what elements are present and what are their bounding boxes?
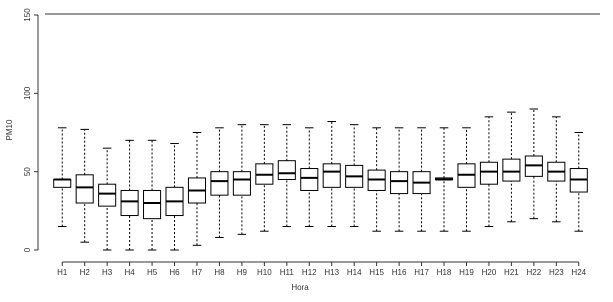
x-tick-label: H1 xyxy=(57,268,68,277)
box xyxy=(300,168,319,191)
x-tick-label: H24 xyxy=(571,268,586,277)
x-tick-label: H4 xyxy=(124,268,135,277)
x-tick-label: H6 xyxy=(169,268,180,277)
box xyxy=(210,171,229,196)
box xyxy=(98,183,117,207)
box xyxy=(143,189,162,220)
x-tick-label: H19 xyxy=(459,268,474,277)
y-tick-label: 100 xyxy=(23,86,32,100)
x-tick-label: H8 xyxy=(214,268,225,277)
box xyxy=(502,158,521,182)
box xyxy=(390,171,409,195)
x-tick-label: H17 xyxy=(414,268,429,277)
x-tick-label: H15 xyxy=(369,268,384,277)
y-tick-label: 150 xyxy=(23,8,32,22)
x-tick-label: H18 xyxy=(437,268,452,277)
x-tick-label: H23 xyxy=(549,268,564,277)
x-tick-label: H2 xyxy=(80,268,91,277)
x-tick-label: H5 xyxy=(147,268,158,277)
box xyxy=(322,163,341,188)
x-tick-label: H11 xyxy=(280,268,295,277)
box xyxy=(75,174,94,204)
box xyxy=(479,161,498,185)
x-tick-label: H12 xyxy=(302,268,317,277)
box xyxy=(277,160,296,180)
x-tick-label: H9 xyxy=(237,268,248,277)
y-axis-label: PM10 xyxy=(5,119,14,140)
x-tick-label: H10 xyxy=(257,268,272,277)
x-axis-label: Hora xyxy=(291,283,309,292)
x-tick-label: H22 xyxy=(527,268,542,277)
y-tick-label: 50 xyxy=(23,167,32,176)
box xyxy=(120,189,139,217)
y-tick-label: 0 xyxy=(23,247,32,252)
x-tick-label: H20 xyxy=(482,268,497,277)
x-tick-label: H3 xyxy=(102,268,113,277)
x-tick-label: H16 xyxy=(392,268,407,277)
box xyxy=(53,179,72,188)
box xyxy=(232,171,251,196)
x-tick-label: H14 xyxy=(347,268,362,277)
x-tick-label: H13 xyxy=(324,268,339,277)
x-tick-label: H21 xyxy=(504,268,519,277)
x-tick-label: H7 xyxy=(192,268,203,277)
